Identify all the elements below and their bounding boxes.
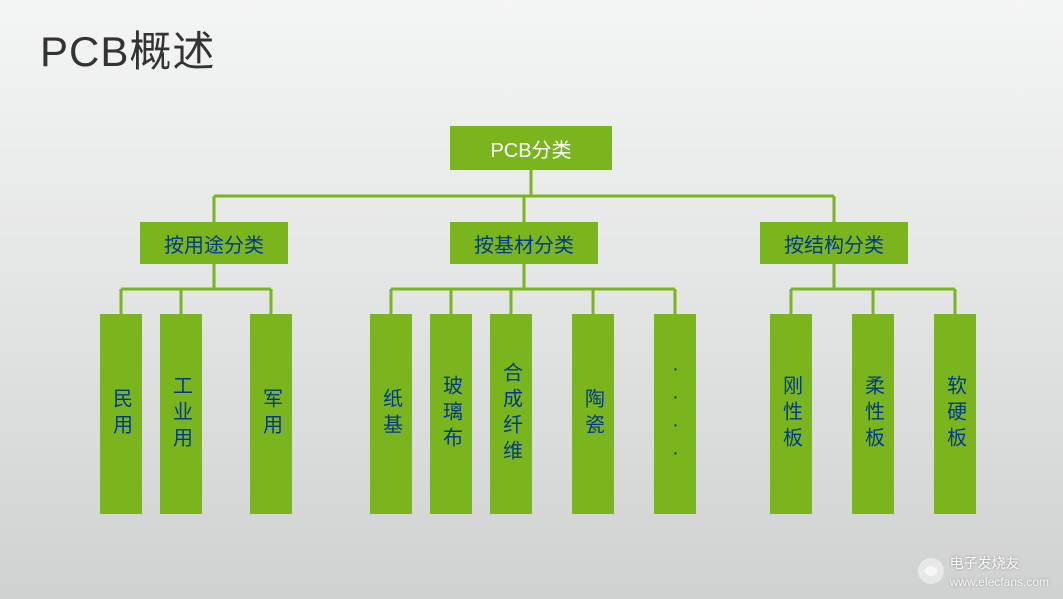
leaf-node-1-1: 玻璃布 (430, 314, 472, 514)
leaf-node-2-1: 柔性板 (852, 314, 894, 514)
root-node: PCB分类 (450, 126, 612, 170)
watermark: 电子发烧友 www.elecfans.com (918, 553, 1049, 589)
leaf-node-0-1: 工业用 (160, 314, 202, 514)
leaf-node-1-2: 合成纤维 (490, 314, 532, 514)
watermark-url: www.elecfans.com (950, 575, 1049, 589)
org-chart: PCB分类按用途分类 按基材分类 按结构分类民用工业用 军用纸基玻璃布合成纤维陶瓷··… (0, 0, 1063, 599)
mid-node-0: 按用途分类 (140, 222, 288, 264)
leaf-node-2-0: 刚性板 (770, 314, 812, 514)
leaf-node-1-3: 陶瓷 (572, 314, 614, 514)
leaf-node-2-2: 软硬板 (934, 314, 976, 514)
logo-icon (918, 558, 944, 584)
leaf-node-1-4: ···· (654, 314, 696, 514)
watermark-brand: 电子发烧友 (950, 555, 1020, 571)
leaf-node-0-2: 军用 (250, 314, 292, 514)
leaf-node-0-0: 民用 (100, 314, 142, 514)
mid-node-2: 按结构分类 (760, 222, 908, 264)
mid-node-1: 按基材分类 (450, 222, 598, 264)
leaf-node-1-0: 纸基 (370, 314, 412, 514)
